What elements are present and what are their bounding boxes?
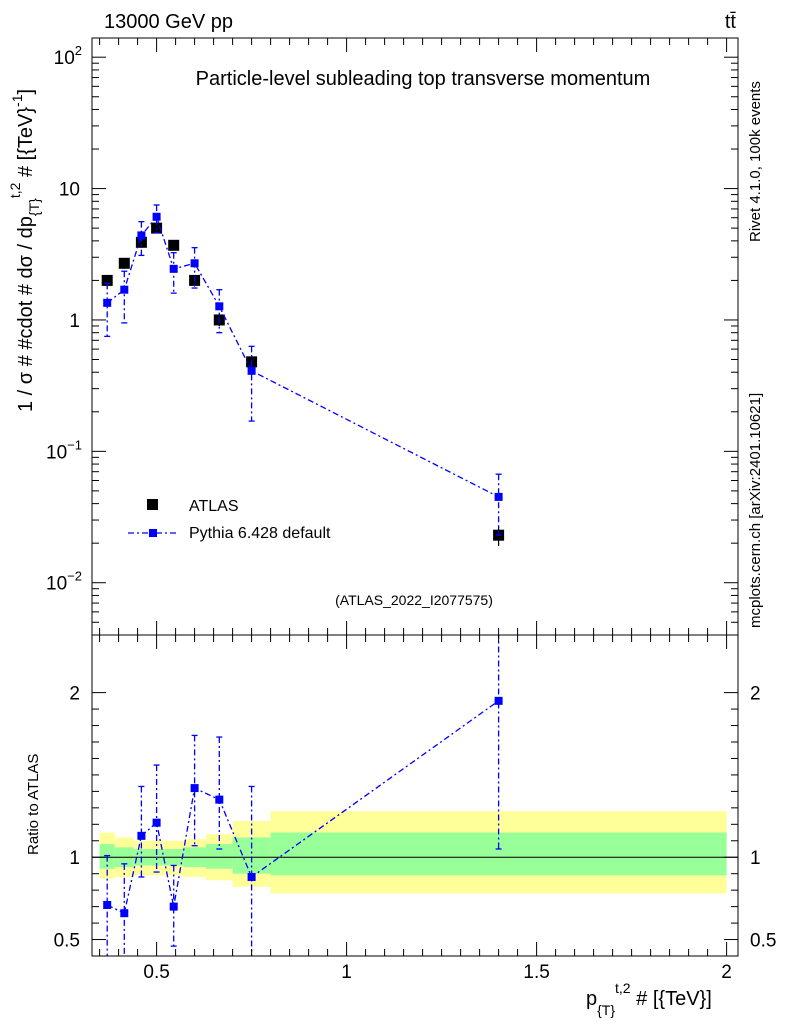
pythia-series-line bbox=[106, 215, 499, 498]
ratio-stat-uncertainty-band bbox=[206, 844, 233, 869]
ratio-y-tick-label-right: 2 bbox=[750, 684, 761, 705]
ratio-data-point bbox=[103, 900, 112, 909]
atlas-data-point bbox=[101, 274, 113, 286]
legend-atlas-marker bbox=[147, 499, 158, 510]
main-plot-frame bbox=[91, 37, 739, 636]
main-watermark: (ATLAS_2022_I2077575) bbox=[335, 592, 493, 608]
ratio-plot-frame bbox=[91, 634, 739, 957]
header-collision-label: 13000 GeV pp bbox=[104, 11, 233, 33]
header-process-label: tt̄ bbox=[725, 11, 737, 33]
ratio-y-tick-label: 2 bbox=[69, 684, 80, 705]
atlas-data-point bbox=[135, 236, 147, 248]
ratio-data-point bbox=[120, 909, 129, 918]
x-axis-label: p{T}t,2 # [{TeV}] bbox=[586, 980, 712, 1018]
ratio-stat-uncertainty-band bbox=[270, 832, 727, 876]
mcplots-label: mcplots.cern.ch [arXiv:2401.10621] bbox=[747, 393, 764, 628]
pythia-data-point bbox=[120, 285, 129, 294]
ratio-y-tick-label: 1 bbox=[69, 848, 80, 869]
main-chart-title: Particle-level subleading top transverse… bbox=[196, 68, 651, 90]
pythia-data-point bbox=[137, 231, 146, 240]
ratio-y-tick-label-right: 1 bbox=[750, 848, 761, 869]
main-y-tick-label: 102 bbox=[54, 43, 82, 69]
pythia-data-point bbox=[169, 264, 178, 273]
pythia-data-point bbox=[103, 298, 112, 307]
ratio-data-point bbox=[137, 831, 146, 840]
ratio-data-point bbox=[152, 818, 161, 827]
ratio-data-point bbox=[494, 696, 503, 705]
main-y-tick-label: 10−2 bbox=[46, 569, 82, 595]
svg-text:p{T}t,2 # [{TeV}]: p{T}t,2 # [{TeV}] bbox=[586, 980, 712, 1018]
atlas-data-point bbox=[118, 257, 130, 269]
main-y-tick-label: 10 bbox=[59, 180, 80, 201]
legend-pythia-label: Pythia 6.428 default bbox=[189, 525, 331, 542]
legend: ATLAS Pythia 6.428 default bbox=[128, 498, 331, 542]
pythia-data-point bbox=[152, 212, 161, 221]
atlas-data-point bbox=[168, 239, 180, 251]
pythia-data-point bbox=[190, 259, 199, 268]
ratio-data-point bbox=[190, 784, 199, 793]
legend-pythia-marker bbox=[149, 529, 157, 537]
x-tick-label: 0.5 bbox=[143, 962, 169, 983]
main-y-axis-label: 1 / σ # #cdot # dσ / dp{T}t,2 # [{TeV}-1… bbox=[7, 89, 42, 412]
pythia-data-point bbox=[247, 366, 256, 375]
main-y-tick-label: 10−1 bbox=[46, 437, 82, 463]
pythia-data-point bbox=[494, 492, 503, 501]
ratio-series-line bbox=[106, 700, 499, 915]
x-tick-label: 1.5 bbox=[523, 962, 549, 983]
ratio-y-tick-label-right: 0.5 bbox=[750, 931, 776, 952]
legend-atlas-label: ATLAS bbox=[189, 498, 239, 515]
pythia-data-point bbox=[215, 302, 224, 311]
ratio-y-tick-label: 0.5 bbox=[54, 931, 80, 952]
svg-text:1 / σ # #cdot # dσ / dp{T}t,2: 1 / σ # #cdot # dσ / dp{T}t,2 # [{TeV}-1… bbox=[7, 89, 42, 412]
ratio-data-point bbox=[215, 795, 224, 804]
rivet-version-label: Rivet 4.1.0, 100k events bbox=[747, 81, 764, 242]
x-tick-label: 1 bbox=[341, 962, 352, 983]
x-tick-label: 2 bbox=[721, 962, 732, 983]
main-y-tick-label: 1 bbox=[69, 311, 80, 332]
ratio-data-point bbox=[169, 902, 178, 911]
ratio-data-point bbox=[247, 872, 256, 881]
ratio-y-axis-label: Ratio to ATLAS bbox=[25, 754, 42, 855]
